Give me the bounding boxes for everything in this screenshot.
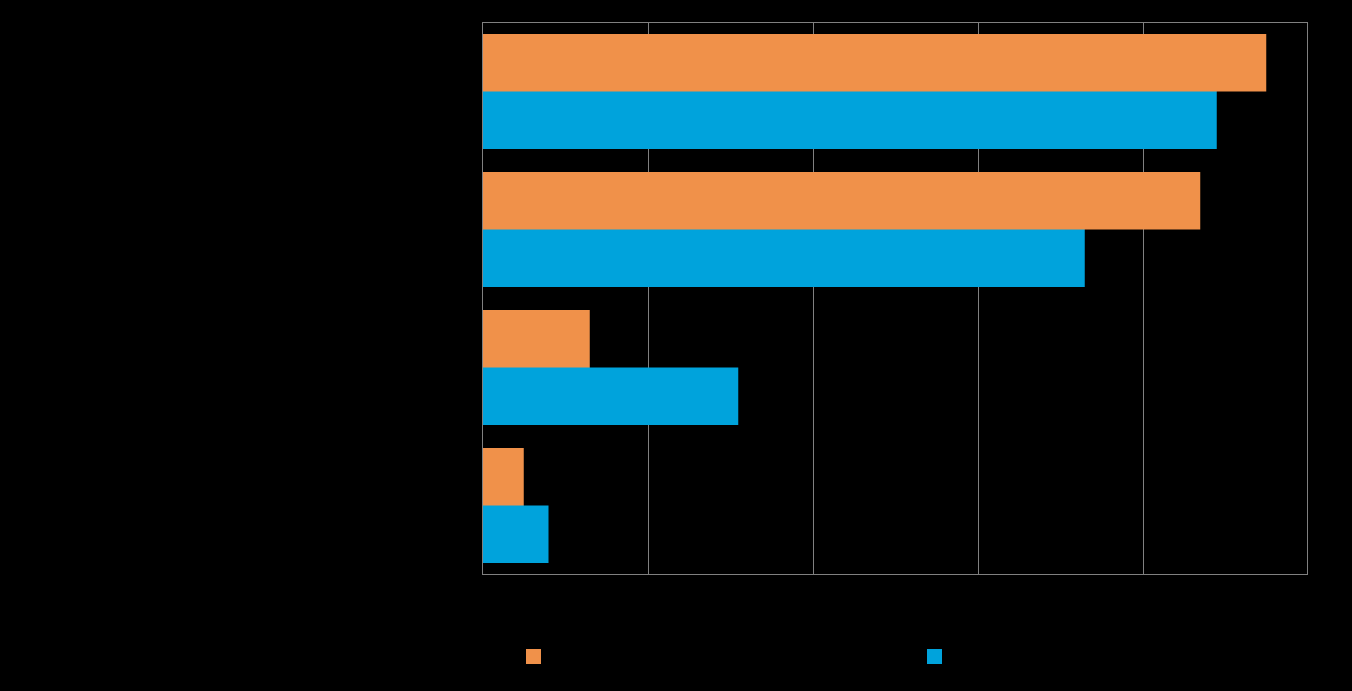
bar-category-3-series-2 [482, 367, 739, 425]
bar-category-1-series-1 [482, 34, 1267, 92]
bar-category-4-series-2 [482, 505, 549, 563]
legend-swatch-series-1 [526, 649, 541, 664]
legend [526, 649, 942, 664]
bars [482, 34, 1267, 563]
bar-category-1-series-2 [482, 91, 1217, 149]
legend-swatch-series-2 [927, 649, 942, 664]
plot-area-frame [482, 22, 1308, 575]
bar-category-2-series-1 [482, 172, 1201, 230]
bar-category-3-series-1 [482, 310, 590, 368]
bar-category-2-series-2 [482, 229, 1085, 287]
bar-category-4-series-1 [482, 448, 524, 506]
